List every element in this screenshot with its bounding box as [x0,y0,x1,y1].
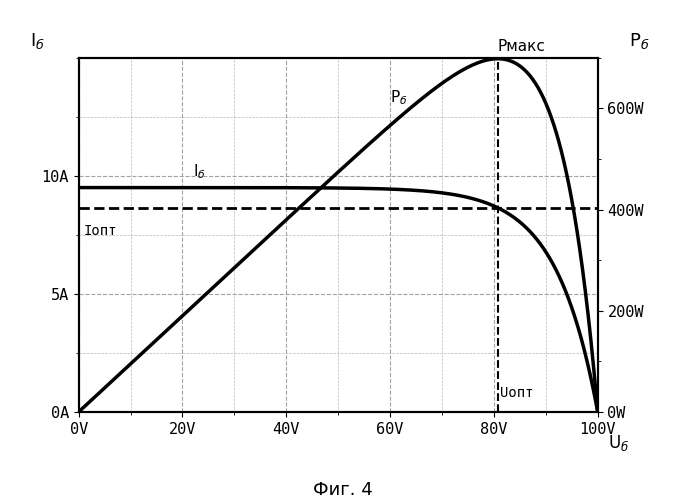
Text: Iопт: Iопт [84,224,117,238]
Text: Рмакс: Рмакс [498,39,545,54]
Text: P$_б$: P$_б$ [629,30,650,50]
Text: I$_б$: I$_б$ [29,30,45,50]
Text: Фиг. 4: Фиг. 4 [313,481,373,499]
Text: I$_б$: I$_б$ [193,162,206,180]
Text: U$_б$: U$_б$ [608,433,629,453]
Text: P$_б$: P$_б$ [390,88,407,106]
Text: Uопт: Uопт [500,386,534,400]
